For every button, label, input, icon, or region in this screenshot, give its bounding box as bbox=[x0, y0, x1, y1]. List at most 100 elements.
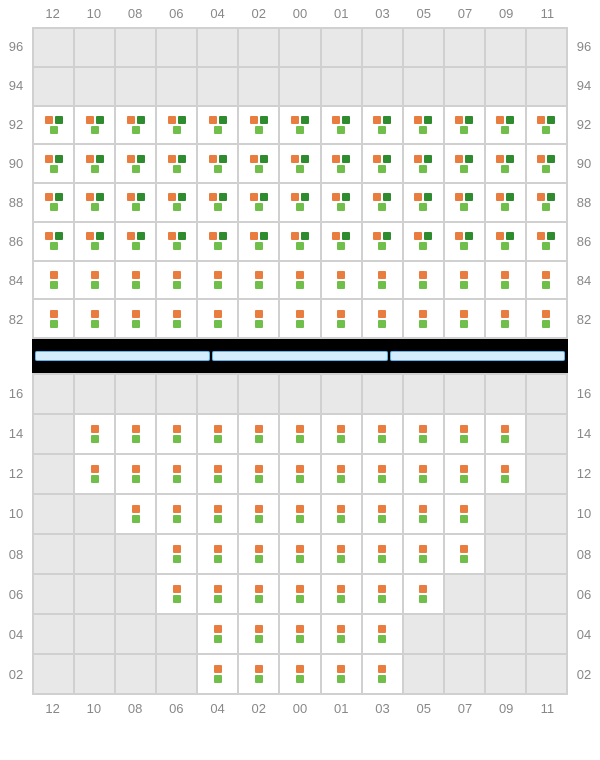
seat-cell[interactable] bbox=[279, 414, 320, 454]
seat-cell[interactable] bbox=[279, 454, 320, 494]
seat-cell[interactable] bbox=[321, 454, 362, 494]
seat-cell[interactable] bbox=[321, 574, 362, 614]
seat-cell[interactable] bbox=[362, 614, 403, 654]
seat-cell[interactable] bbox=[444, 183, 485, 222]
seat-cell[interactable] bbox=[156, 494, 197, 534]
seat-cell[interactable] bbox=[403, 106, 444, 145]
seat-cell[interactable] bbox=[279, 106, 320, 145]
seat-cell[interactable] bbox=[33, 222, 74, 261]
seat-cell[interactable] bbox=[444, 261, 485, 300]
seat-cell[interactable] bbox=[279, 222, 320, 261]
seat-cell[interactable] bbox=[485, 183, 526, 222]
seat-cell[interactable] bbox=[279, 574, 320, 614]
seat-cell[interactable] bbox=[156, 299, 197, 338]
seat-cell[interactable] bbox=[403, 261, 444, 300]
seat-cell[interactable] bbox=[444, 299, 485, 338]
seat-cell[interactable] bbox=[362, 222, 403, 261]
seat-cell[interactable] bbox=[238, 654, 279, 694]
seat-cell[interactable] bbox=[238, 414, 279, 454]
seat-cell[interactable] bbox=[321, 494, 362, 534]
seat-cell[interactable] bbox=[74, 454, 115, 494]
seat-cell[interactable] bbox=[485, 222, 526, 261]
seat-cell[interactable] bbox=[115, 454, 156, 494]
seat-cell[interactable] bbox=[485, 144, 526, 183]
seat-cell[interactable] bbox=[403, 534, 444, 574]
seat-cell[interactable] bbox=[279, 144, 320, 183]
seat-cell[interactable] bbox=[156, 106, 197, 145]
seat-cell[interactable] bbox=[321, 183, 362, 222]
seat-cell[interactable] bbox=[279, 614, 320, 654]
seat-cell[interactable] bbox=[197, 494, 238, 534]
seat-cell[interactable] bbox=[526, 222, 567, 261]
seat-cell[interactable] bbox=[33, 144, 74, 183]
seat-cell[interactable] bbox=[279, 534, 320, 574]
seat-cell[interactable] bbox=[197, 454, 238, 494]
seat-cell[interactable] bbox=[403, 299, 444, 338]
seat-cell[interactable] bbox=[74, 261, 115, 300]
seat-cell[interactable] bbox=[526, 144, 567, 183]
seat-cell[interactable] bbox=[444, 494, 485, 534]
seat-cell[interactable] bbox=[403, 183, 444, 222]
seat-cell[interactable] bbox=[197, 183, 238, 222]
seat-cell[interactable] bbox=[238, 261, 279, 300]
seat-cell[interactable] bbox=[197, 614, 238, 654]
seat-cell[interactable] bbox=[156, 183, 197, 222]
seat-cell[interactable] bbox=[279, 654, 320, 694]
seat-cell[interactable] bbox=[238, 494, 279, 534]
seat-cell[interactable] bbox=[279, 183, 320, 222]
seat-cell[interactable] bbox=[321, 614, 362, 654]
seat-cell[interactable] bbox=[403, 574, 444, 614]
seat-cell[interactable] bbox=[238, 144, 279, 183]
seat-cell[interactable] bbox=[115, 183, 156, 222]
seat-cell[interactable] bbox=[197, 414, 238, 454]
seat-cell[interactable] bbox=[321, 654, 362, 694]
seat-cell[interactable] bbox=[33, 299, 74, 338]
seat-cell[interactable] bbox=[321, 534, 362, 574]
seat-cell[interactable] bbox=[526, 183, 567, 222]
seat-cell[interactable] bbox=[362, 183, 403, 222]
seat-cell[interactable] bbox=[156, 222, 197, 261]
seat-cell[interactable] bbox=[197, 299, 238, 338]
seat-cell[interactable] bbox=[403, 414, 444, 454]
seat-cell[interactable] bbox=[403, 454, 444, 494]
seat-cell[interactable] bbox=[156, 454, 197, 494]
seat-cell[interactable] bbox=[156, 534, 197, 574]
seat-cell[interactable] bbox=[485, 414, 526, 454]
seat-cell[interactable] bbox=[362, 144, 403, 183]
seat-cell[interactable] bbox=[444, 414, 485, 454]
seat-cell[interactable] bbox=[238, 454, 279, 494]
seat-cell[interactable] bbox=[444, 454, 485, 494]
seat-cell[interactable] bbox=[197, 222, 238, 261]
seat-cell[interactable] bbox=[362, 261, 403, 300]
seat-cell[interactable] bbox=[115, 494, 156, 534]
seat-cell[interactable] bbox=[362, 534, 403, 574]
seat-cell[interactable] bbox=[238, 534, 279, 574]
seat-cell[interactable] bbox=[321, 414, 362, 454]
seat-cell[interactable] bbox=[156, 574, 197, 614]
seat-cell[interactable] bbox=[321, 261, 362, 300]
seat-cell[interactable] bbox=[485, 106, 526, 145]
seat-cell[interactable] bbox=[444, 144, 485, 183]
seat-cell[interactable] bbox=[321, 299, 362, 338]
seat-cell[interactable] bbox=[526, 261, 567, 300]
seat-cell[interactable] bbox=[156, 414, 197, 454]
seat-cell[interactable] bbox=[321, 222, 362, 261]
seat-cell[interactable] bbox=[197, 654, 238, 694]
seat-cell[interactable] bbox=[238, 222, 279, 261]
seat-cell[interactable] bbox=[526, 106, 567, 145]
seat-cell[interactable] bbox=[33, 261, 74, 300]
seat-cell[interactable] bbox=[33, 106, 74, 145]
seat-cell[interactable] bbox=[115, 222, 156, 261]
seat-cell[interactable] bbox=[362, 494, 403, 534]
seat-cell[interactable] bbox=[238, 299, 279, 338]
seat-cell[interactable] bbox=[197, 534, 238, 574]
seat-cell[interactable] bbox=[74, 106, 115, 145]
seat-cell[interactable] bbox=[74, 414, 115, 454]
seat-cell[interactable] bbox=[444, 106, 485, 145]
seat-cell[interactable] bbox=[362, 654, 403, 694]
seat-cell[interactable] bbox=[362, 454, 403, 494]
seat-cell[interactable] bbox=[485, 454, 526, 494]
seat-cell[interactable] bbox=[115, 144, 156, 183]
seat-cell[interactable] bbox=[362, 414, 403, 454]
seat-cell[interactable] bbox=[197, 106, 238, 145]
